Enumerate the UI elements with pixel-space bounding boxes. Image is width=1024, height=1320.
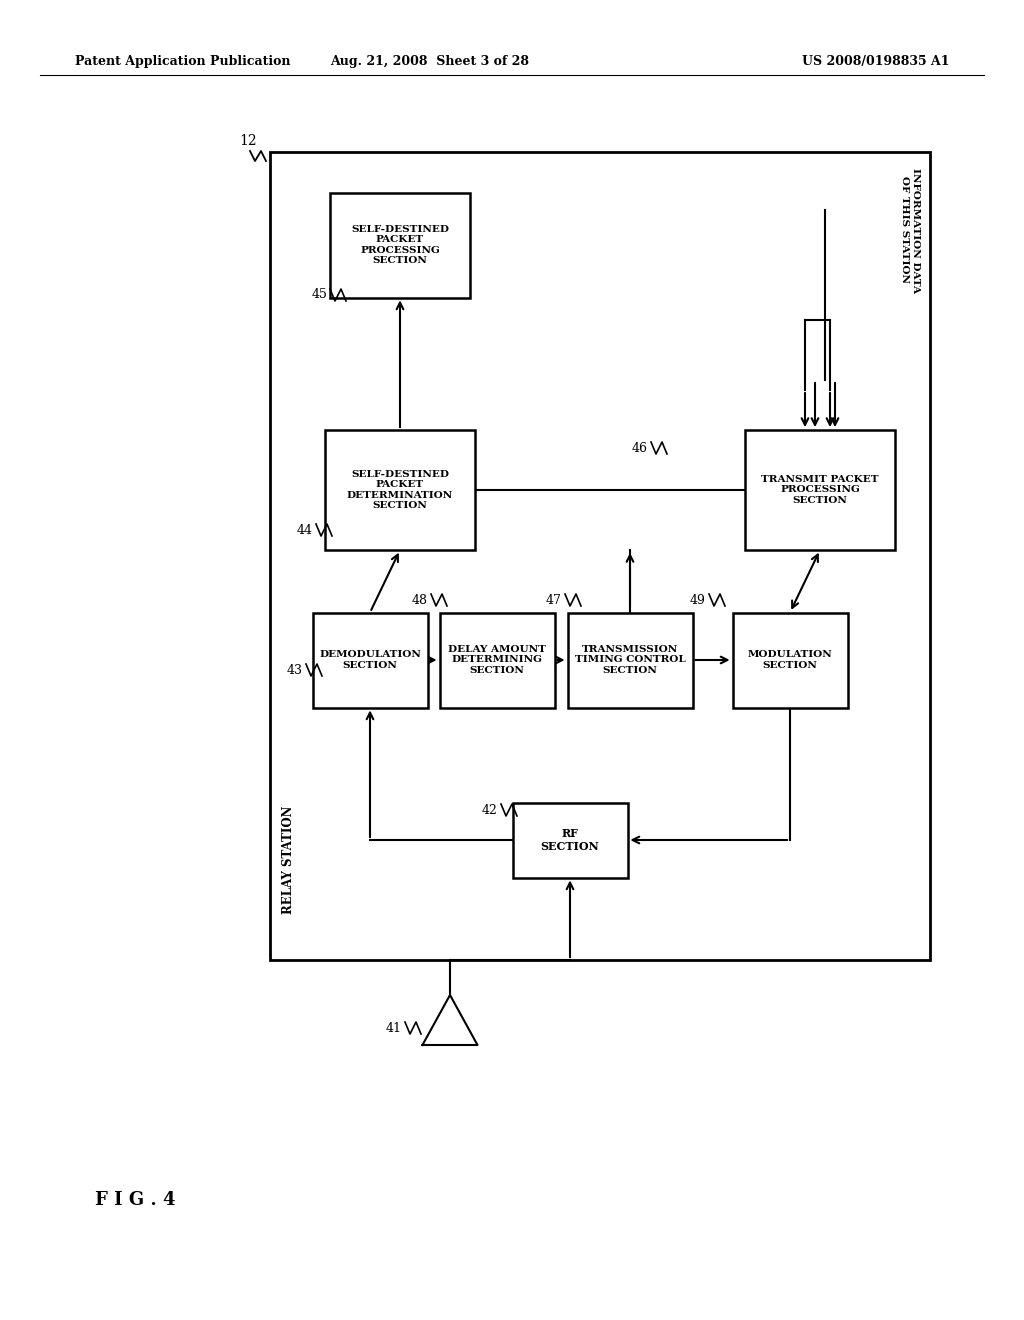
Text: US 2008/0198835 A1: US 2008/0198835 A1	[803, 55, 950, 69]
Text: SELF-DESTINED
PACKET
PROCESSING
SECTION: SELF-DESTINED PACKET PROCESSING SECTION	[351, 224, 449, 265]
Bar	[512, 803, 628, 878]
Text: 47: 47	[546, 594, 562, 606]
Text: Aug. 21, 2008  Sheet 3 of 28: Aug. 21, 2008 Sheet 3 of 28	[331, 55, 529, 69]
Text: DEMODULATION
SECTION: DEMODULATION SECTION	[319, 651, 421, 669]
Text: MODULATION
SECTION: MODULATION SECTION	[748, 651, 833, 669]
Text: 44: 44	[297, 524, 313, 536]
Text: Patent Application Publication: Patent Application Publication	[75, 55, 291, 69]
Bar	[270, 152, 930, 960]
Text: 48: 48	[412, 594, 428, 606]
Text: RF
SECTION: RF SECTION	[541, 828, 599, 851]
Text: 42: 42	[482, 804, 498, 817]
Bar	[567, 612, 692, 708]
Text: RELAY STATION: RELAY STATION	[282, 805, 295, 915]
Text: 43: 43	[287, 664, 303, 676]
Bar	[330, 193, 470, 297]
Bar	[312, 612, 427, 708]
Bar	[325, 430, 475, 550]
Text: TRANSMISSION
TIMING CONTROL
SECTION: TRANSMISSION TIMING CONTROL SECTION	[574, 645, 685, 675]
Text: SELF-DESTINED
PACKET
DETERMINATION
SECTION: SELF-DESTINED PACKET DETERMINATION SECTI…	[347, 470, 454, 510]
Bar	[732, 612, 848, 708]
Bar	[745, 430, 895, 550]
Text: 41: 41	[386, 1022, 402, 1035]
Text: TRANSMIT PACKET
PROCESSING
SECTION: TRANSMIT PACKET PROCESSING SECTION	[761, 475, 879, 504]
Bar	[439, 612, 555, 708]
Text: 49: 49	[690, 594, 706, 606]
Text: 46: 46	[632, 441, 648, 454]
Text: INFORMATION DATA
OF THIS STATION: INFORMATION DATA OF THIS STATION	[900, 168, 920, 293]
Text: DELAY AMOUNT
DETERMINING
SECTION: DELAY AMOUNT DETERMINING SECTION	[449, 645, 546, 675]
Text: 45: 45	[312, 289, 328, 301]
Text: F I G . 4: F I G . 4	[95, 1191, 175, 1209]
Text: 12: 12	[240, 135, 257, 148]
